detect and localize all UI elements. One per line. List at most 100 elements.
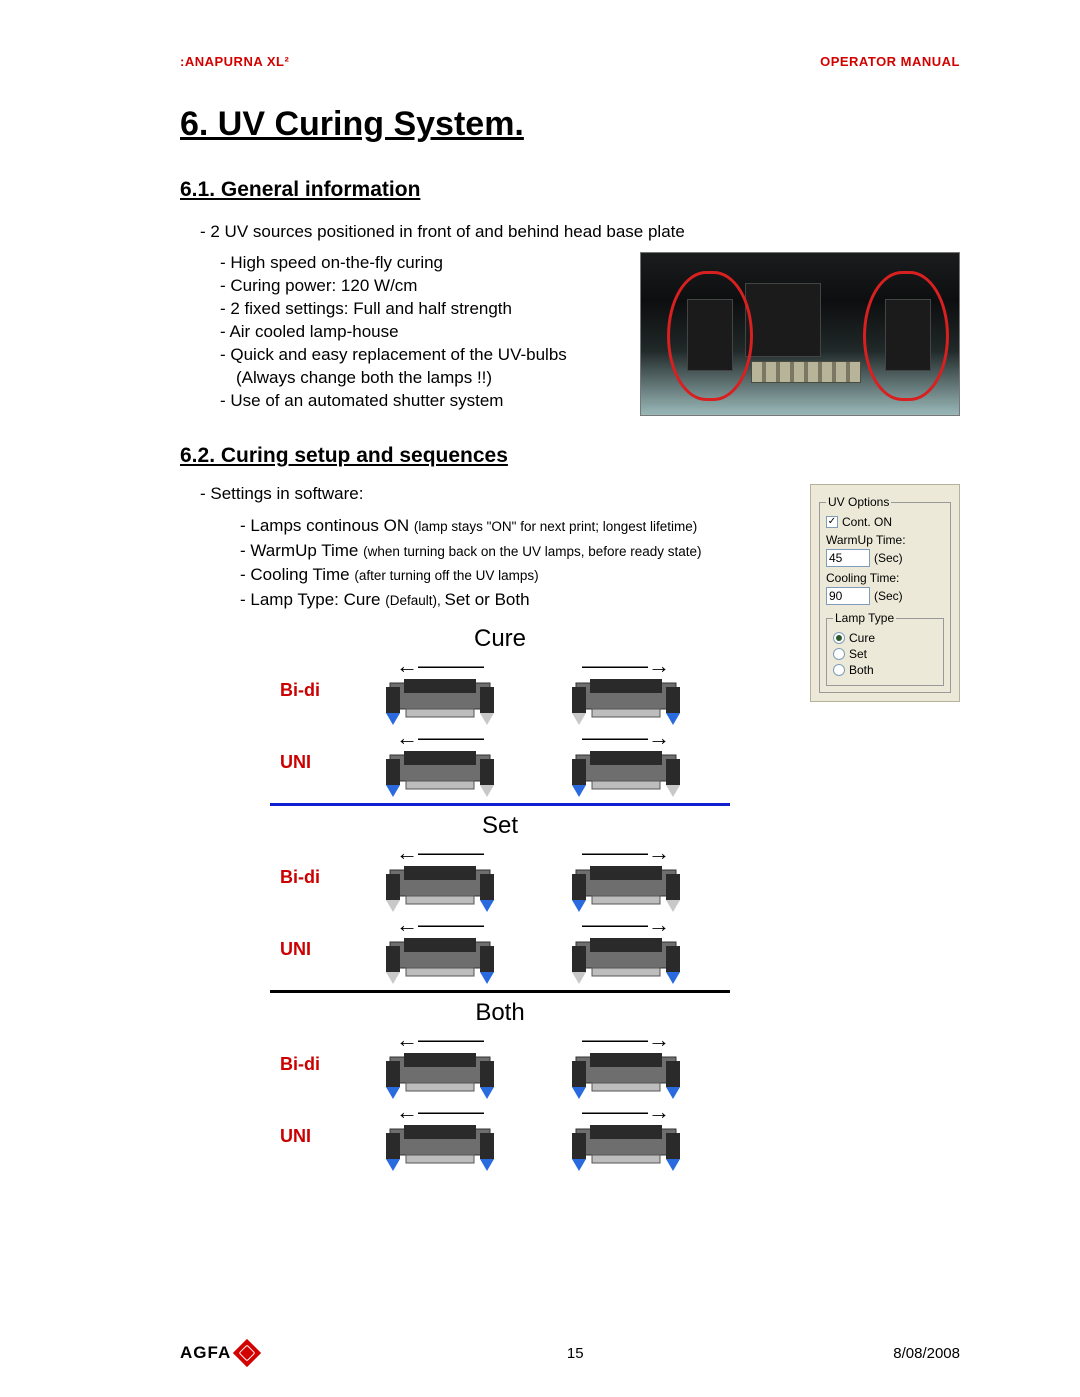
print-head-icon xyxy=(380,936,500,984)
page-header: :ANAPURNA XL² OPERATOR MANUAL xyxy=(180,54,960,69)
diagram-cell: ———→ xyxy=(542,916,710,984)
arrow-icon: ←——— xyxy=(396,1031,484,1049)
cont-on-row[interactable]: ✓ Cont. ON xyxy=(826,515,944,529)
diagram-cell: ———→ xyxy=(542,1031,710,1099)
radio-icon[interactable] xyxy=(833,632,845,644)
settings-label: - Settings in software: xyxy=(200,484,790,504)
settings-item: - Lamp Type: Cure (Default), Set or Both xyxy=(240,588,790,613)
print-head-icon xyxy=(566,1051,686,1099)
print-head-icon xyxy=(380,677,500,725)
print-head-icon xyxy=(566,864,686,912)
arrow-icon: ———→ xyxy=(582,657,670,675)
agfa-logo: AGFA xyxy=(180,1343,257,1363)
footer-date: 8/08/2008 xyxy=(893,1345,960,1362)
arrow-icon: ———→ xyxy=(582,729,670,747)
uv-options-fieldset: UV Options ✓ Cont. ON WarmUp Time: 45 (S… xyxy=(819,495,951,693)
print-head-icon xyxy=(380,1051,500,1099)
diagram-section-title: Set xyxy=(280,812,720,840)
diagram-cell: ←——— xyxy=(356,844,524,912)
radio-icon[interactable] xyxy=(833,648,845,660)
radio-label: Both xyxy=(849,663,874,677)
diagram-row: Bi-di ←——— ———→ xyxy=(280,657,720,725)
print-head-icon xyxy=(566,749,686,797)
bullet-item: (Always change both the lamps !!) xyxy=(236,367,624,390)
arrow-icon: ———→ xyxy=(582,1031,670,1049)
diagram-section-title: Both xyxy=(280,999,720,1027)
section-62-heading: 6.2. Curing setup and sequences xyxy=(180,444,960,468)
diagram-row: UNI ←——— ———→ xyxy=(280,1103,720,1171)
bullet-item: - Use of an automated shutter system xyxy=(220,390,624,413)
bullet-item: - High speed on-the-fly curing xyxy=(220,252,624,275)
diagram-row: Bi-di ←——— ———→ xyxy=(280,1031,720,1099)
cont-on-checkbox[interactable]: ✓ xyxy=(826,516,838,528)
uv-options-legend: UV Options xyxy=(826,495,891,509)
diagram-cell: ———→ xyxy=(542,844,710,912)
diagram-cell: ———→ xyxy=(542,729,710,797)
radio-label: Cure xyxy=(849,631,875,645)
section-61-intro: - 2 UV sources positioned in front of an… xyxy=(200,222,960,242)
uv-hardware-photo xyxy=(640,252,960,416)
warmup-input[interactable]: 45 xyxy=(826,549,870,567)
arrow-icon: ←——— xyxy=(396,729,484,747)
bullet-item: - Curing power: 120 W/cm xyxy=(220,275,624,298)
arrow-icon: ———→ xyxy=(582,916,670,934)
uv-options-panel: UV Options ✓ Cont. ON WarmUp Time: 45 (S… xyxy=(810,484,960,702)
print-head-icon xyxy=(380,864,500,912)
diagram-cell: ←——— xyxy=(356,1103,524,1171)
settings-item: - Cooling Time (after turning off the UV… xyxy=(240,563,790,588)
diagram-row: UNI ←——— ———→ xyxy=(280,916,720,984)
cooling-input[interactable]: 90 xyxy=(826,587,870,605)
diagram-section-title: Cure xyxy=(280,625,720,653)
settings-items: - Lamps continous ON (lamp stays "ON" fo… xyxy=(240,514,790,613)
page-footer: AGFA 15 8/08/2008 xyxy=(180,1343,960,1363)
warmup-label: WarmUp Time: xyxy=(826,533,944,547)
divider xyxy=(270,803,730,806)
page-title: 6. UV Curing System. xyxy=(180,105,960,144)
print-head-icon xyxy=(566,1123,686,1171)
cooling-label: Cooling Time: xyxy=(826,571,944,585)
arrow-icon: ←——— xyxy=(396,1103,484,1121)
diagram-mode-label: UNI xyxy=(280,752,338,773)
settings-item: - Lamps continous ON (lamp stays "ON" fo… xyxy=(240,514,790,539)
lamp-type-fieldset: Lamp Type Cure Set Both xyxy=(826,611,944,686)
warmup-unit: (Sec) xyxy=(874,551,903,565)
diagram-mode-label: UNI xyxy=(280,1126,338,1147)
logo-text: AGFA xyxy=(180,1343,231,1363)
print-head-icon xyxy=(566,936,686,984)
diagram-cell: ———→ xyxy=(542,657,710,725)
section-61-bullets: - High speed on-the-fly curing - Curing … xyxy=(220,252,624,416)
arrow-icon: ←——— xyxy=(396,844,484,862)
page-number: 15 xyxy=(567,1345,584,1362)
arrow-icon: ———→ xyxy=(582,844,670,862)
diagram-mode-label: Bi-di xyxy=(280,867,338,888)
diagram-mode-label: UNI xyxy=(280,939,338,960)
divider xyxy=(270,990,730,993)
print-head-icon xyxy=(566,677,686,725)
bullet-item: - Air cooled lamp-house xyxy=(220,321,624,344)
header-doc-type: OPERATOR MANUAL xyxy=(820,54,960,69)
arrow-icon: ←——— xyxy=(396,916,484,934)
header-product: :ANAPURNA XL² xyxy=(180,54,289,69)
diagram-cell: ———→ xyxy=(542,1103,710,1171)
settings-item: - WarmUp Time (when turning back on the … xyxy=(240,539,790,564)
print-head-icon xyxy=(380,749,500,797)
section-61-heading: 6.1. General information xyxy=(180,178,960,202)
cont-on-label: Cont. ON xyxy=(842,515,892,529)
bullet-item: - Quick and easy replacement of the UV-b… xyxy=(220,344,624,367)
print-head-icon xyxy=(380,1123,500,1171)
lamp-type-option[interactable]: Set xyxy=(833,647,937,661)
diagram-mode-label: Bi-di xyxy=(280,680,338,701)
radio-icon[interactable] xyxy=(833,664,845,676)
diagram-cell: ←——— xyxy=(356,657,524,725)
lamp-type-option[interactable]: Both xyxy=(833,663,937,677)
diagram-mode-label: Bi-di xyxy=(280,1054,338,1075)
diagram-row: Bi-di ←——— ———→ xyxy=(280,844,720,912)
lamp-type-option[interactable]: Cure xyxy=(833,631,937,645)
logo-diamond-icon xyxy=(233,1339,261,1367)
curing-diagram: Cure Bi-di ←——— ———→ UNI ←——— ———→ Set Bi-di… xyxy=(280,625,720,1171)
arrow-icon: ←——— xyxy=(396,657,484,675)
lamp-type-legend: Lamp Type xyxy=(833,611,896,625)
radio-label: Set xyxy=(849,647,867,661)
bullet-item: - 2 fixed settings: Full and half streng… xyxy=(220,298,624,321)
diagram-cell: ←——— xyxy=(356,916,524,984)
